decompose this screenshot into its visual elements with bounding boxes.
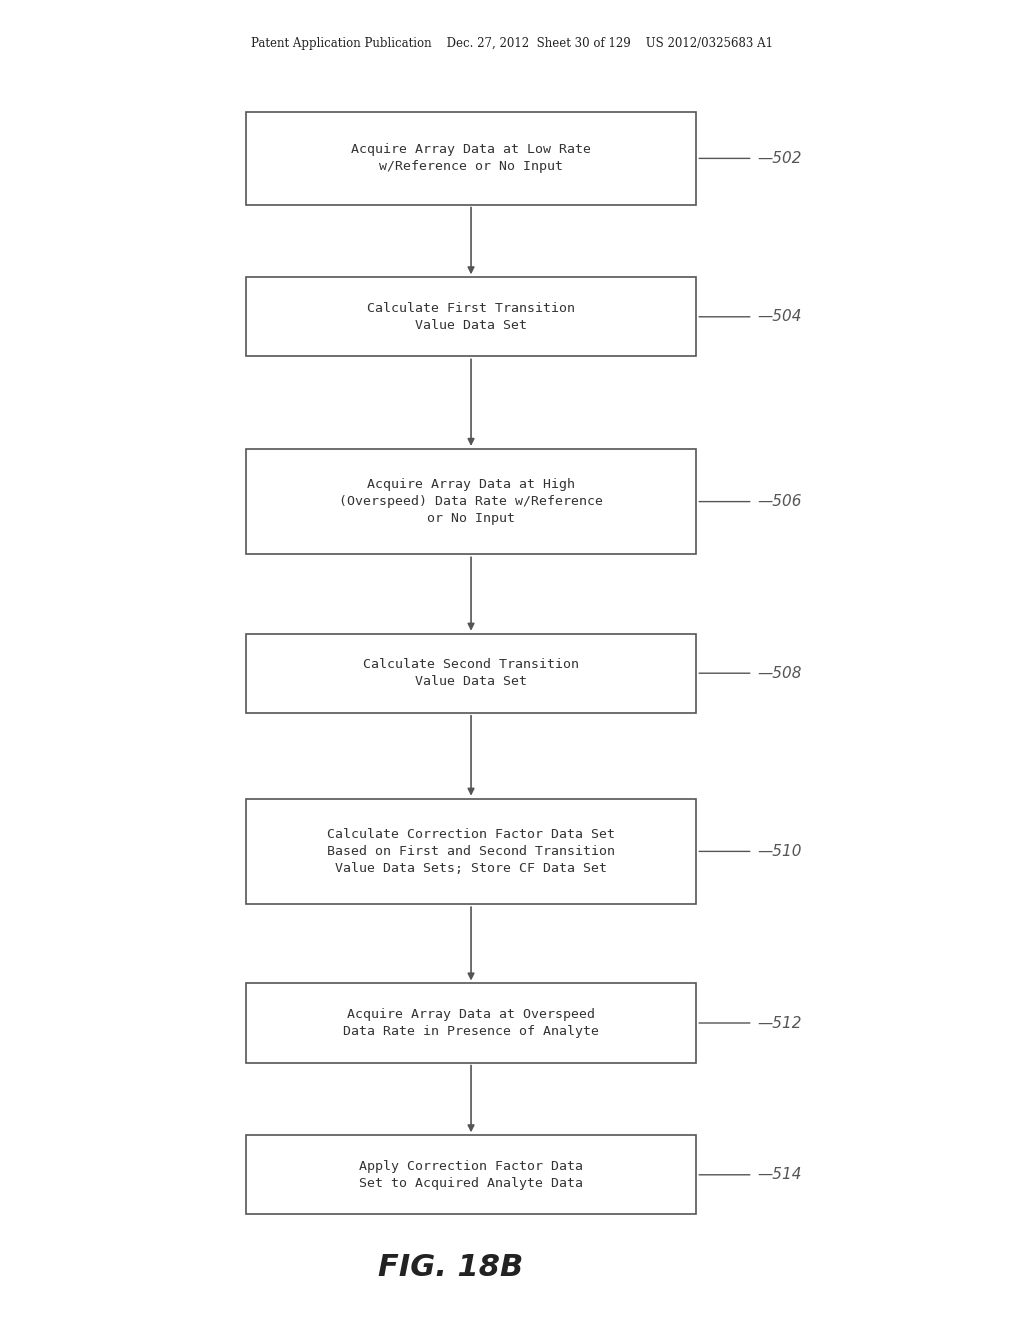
Text: Calculate First Transition
Value Data Set: Calculate First Transition Value Data Se… <box>367 302 575 331</box>
Text: Patent Application Publication    Dec. 27, 2012  Sheet 30 of 129    US 2012/0325: Patent Application Publication Dec. 27, … <box>251 37 773 50</box>
Text: Calculate Second Transition
Value Data Set: Calculate Second Transition Value Data S… <box>364 659 579 688</box>
Text: —504: —504 <box>758 309 802 325</box>
Text: Acquire Array Data at Low Rate
w/Reference or No Input: Acquire Array Data at Low Rate w/Referen… <box>351 144 591 173</box>
Text: —502: —502 <box>758 150 802 166</box>
FancyBboxPatch shape <box>246 983 696 1063</box>
Text: Acquire Array Data at High
(Overspeed) Data Rate w/Reference
or No Input: Acquire Array Data at High (Overspeed) D… <box>339 478 603 525</box>
Text: —510: —510 <box>758 843 802 859</box>
FancyBboxPatch shape <box>246 449 696 554</box>
Text: Calculate Correction Factor Data Set
Based on First and Second Transition
Value : Calculate Correction Factor Data Set Bas… <box>327 828 615 875</box>
FancyBboxPatch shape <box>246 1135 696 1214</box>
Text: —514: —514 <box>758 1167 802 1183</box>
Text: —508: —508 <box>758 665 802 681</box>
FancyBboxPatch shape <box>246 634 696 713</box>
FancyBboxPatch shape <box>246 799 696 904</box>
Text: Acquire Array Data at Overspeed
Data Rate in Presence of Analyte: Acquire Array Data at Overspeed Data Rat… <box>343 1008 599 1038</box>
Text: —512: —512 <box>758 1015 802 1031</box>
Text: FIG. 18B: FIG. 18B <box>378 1253 523 1282</box>
Text: Apply Correction Factor Data
Set to Acquired Analyte Data: Apply Correction Factor Data Set to Acqu… <box>359 1160 583 1189</box>
FancyBboxPatch shape <box>246 112 696 205</box>
Text: —506: —506 <box>758 494 802 510</box>
FancyBboxPatch shape <box>246 277 696 356</box>
